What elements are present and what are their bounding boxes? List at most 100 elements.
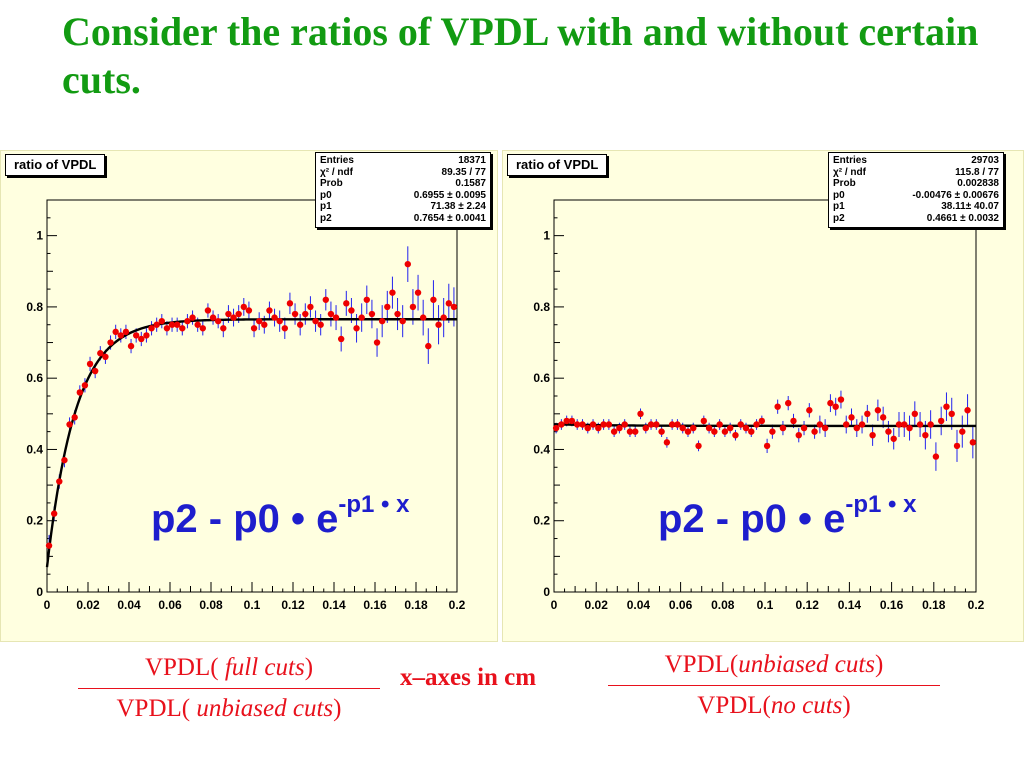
right-data-point xyxy=(721,428,729,435)
left-data-point xyxy=(112,328,119,336)
left-data-point xyxy=(266,307,273,314)
left-x-tick-label: 0.06 xyxy=(158,598,182,612)
right-fit-curve xyxy=(553,423,976,428)
right-data-point xyxy=(816,421,824,428)
left-data-point xyxy=(394,310,401,318)
right-x-tick-label: 0.08 xyxy=(711,598,735,612)
right-data-point xyxy=(637,410,644,418)
right-histogram-title: ratio of VPDL xyxy=(507,154,608,176)
left-data-point xyxy=(271,314,278,321)
left-data-point xyxy=(225,310,232,318)
left-data-point xyxy=(102,353,109,360)
right-data-point xyxy=(969,439,977,446)
right-data-point xyxy=(964,407,971,414)
right-data-point xyxy=(864,410,871,418)
left-data-point xyxy=(307,303,314,311)
left-plot-panel: 0 0.02 0.04 0.06 0.08 0.1 0.12 0.14 0.16 0.18 0.2 0… xyxy=(0,150,498,642)
left-data-point xyxy=(363,296,370,303)
right-data-point xyxy=(632,428,639,435)
left-data-point xyxy=(409,303,417,311)
left-data-point xyxy=(343,300,350,307)
right-data-point xyxy=(948,410,955,418)
left-data-point xyxy=(286,300,294,307)
left-x-tick-label: 0.04 xyxy=(117,598,141,612)
formula-exponent: -p1 • x xyxy=(338,491,410,518)
left-data-point xyxy=(132,332,140,339)
left-data-point xyxy=(378,317,386,325)
left-data-point xyxy=(353,325,360,332)
stats-row: p2 0.4661 ± 0.0032 xyxy=(833,212,999,224)
right-data-point xyxy=(695,442,702,450)
right-data-point xyxy=(869,432,876,439)
right-data-point xyxy=(874,407,882,414)
right-data-point xyxy=(600,421,607,428)
right-data-point xyxy=(927,421,934,428)
left-data-point xyxy=(317,321,324,328)
left-data-point xyxy=(245,307,253,314)
right-x-tick-label: 0 xyxy=(551,598,558,612)
left-data-point xyxy=(425,342,432,350)
right-data-point xyxy=(626,428,634,435)
left-data-point xyxy=(199,325,206,332)
left-data-point xyxy=(389,289,396,296)
left-data-point xyxy=(127,342,135,350)
left-x-tick-label: 0.1 xyxy=(244,598,261,612)
left-data-point xyxy=(50,510,58,517)
left-histogram-title: ratio of VPDL xyxy=(5,154,106,176)
left-data-point xyxy=(220,325,227,332)
right-x-tick-label: 0.18 xyxy=(922,598,946,612)
stats-row: Entries 18371 xyxy=(320,155,486,166)
right-fit-formula: p2 - p0 • e-p1 • x xyxy=(658,491,916,542)
left-data-point xyxy=(276,317,283,325)
left-data-point xyxy=(337,335,345,343)
right-fraction-bar xyxy=(608,685,940,686)
left-data-point xyxy=(445,300,452,307)
right-data-point xyxy=(763,442,771,450)
right-data-point xyxy=(690,424,697,432)
right-plot-panel: 0 0.02 0.04 0.06 0.08 0.1 0.12 0.14 0.16 0.18 0.2 0… xyxy=(502,150,1024,642)
formula-base: p2 - p0 • e xyxy=(151,497,339,541)
left-data-point xyxy=(168,321,176,328)
right-ratio-denominator: VPDL(no cuts) xyxy=(697,692,851,719)
left-data-point xyxy=(189,314,196,321)
right-data-point xyxy=(674,421,681,428)
left-x-tick-label: 0.18 xyxy=(404,598,428,612)
right-data-point xyxy=(943,403,950,410)
left-data-point xyxy=(194,321,201,328)
right-data-point xyxy=(663,439,671,446)
left-data-point xyxy=(373,339,381,346)
left-data-point xyxy=(384,303,391,311)
left-y-tick-label: 0.6 xyxy=(26,371,43,385)
left-fit-formula: p2 - p0 • e-p1 • x xyxy=(151,491,409,542)
left-y-tick-label: 1 xyxy=(36,229,43,243)
left-stats-box: Entries 18371 χ² / ndf 89.35 / 77 Prob 0.15… xyxy=(315,152,491,228)
stats-row: p0 0.6955 ± 0.0095 xyxy=(320,189,486,201)
right-data-point xyxy=(922,432,929,439)
x-axes-units-note: x–axes in cm xyxy=(400,664,537,691)
right-data-point xyxy=(901,421,908,428)
left-data-point xyxy=(291,310,299,318)
left-data-point xyxy=(184,317,191,325)
right-data-point xyxy=(853,424,860,432)
right-x-tick-label: 0.12 xyxy=(796,598,820,612)
right-data-point xyxy=(827,399,834,407)
right-data-point xyxy=(742,424,750,432)
left-data-point xyxy=(250,325,258,332)
right-y-tick-label: 0.8 xyxy=(533,300,550,314)
right-data-point xyxy=(916,421,924,428)
right-data-point xyxy=(769,428,776,435)
left-data-point xyxy=(240,303,247,311)
left-y-tick-label: 0 xyxy=(36,585,43,599)
left-data-point xyxy=(404,260,411,268)
right-x-tick-label: 0.2 xyxy=(968,598,985,612)
right-data-point xyxy=(785,399,792,407)
left-data-point xyxy=(107,339,114,346)
left-y-tick-label: 0.4 xyxy=(26,442,43,456)
left-data-point xyxy=(117,332,125,339)
right-data-point xyxy=(837,396,845,403)
left-data-point xyxy=(261,321,268,328)
left-x-tick-label: 0.14 xyxy=(322,598,346,612)
right-data-point xyxy=(737,421,744,428)
left-y-tick-label: 0.2 xyxy=(26,514,43,528)
right-data-point xyxy=(574,421,581,428)
